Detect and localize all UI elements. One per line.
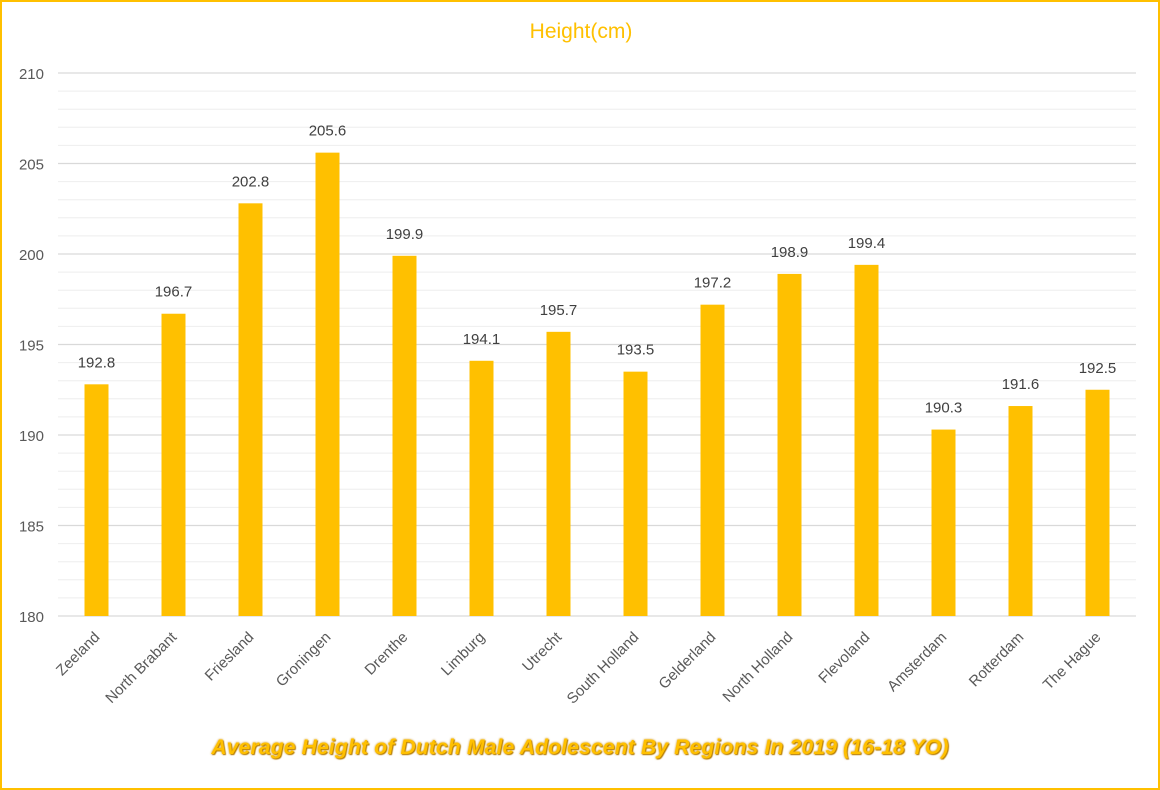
data-label: 194.1 bbox=[463, 331, 501, 348]
bar-utrecht bbox=[546, 331, 571, 616]
x-tick-label: South Holland bbox=[564, 629, 643, 708]
y-tick-label: 180 bbox=[19, 609, 44, 626]
x-tick-label: North Holland bbox=[719, 629, 796, 706]
data-label: 192.8 bbox=[78, 354, 116, 371]
y-tick-label: 190 bbox=[19, 428, 44, 445]
data-label: 191.6 bbox=[1002, 376, 1040, 393]
x-tick-label: Utrecht bbox=[519, 628, 566, 675]
gridlines bbox=[58, 72, 1136, 617]
bar-rotterdam bbox=[1008, 406, 1033, 616]
x-tick-label: Gelderland bbox=[655, 629, 719, 693]
y-tick-label: 210 bbox=[19, 66, 44, 83]
data-label: 192.5 bbox=[1079, 360, 1117, 377]
data-labels: 192.8 196.7 202.8 205.6 199.9 194.1 195.7 193.5… bbox=[78, 123, 1117, 417]
x-tick-label: Groningen bbox=[273, 629, 335, 691]
data-label: 199.9 bbox=[386, 226, 424, 243]
data-label: 197.2 bbox=[694, 275, 732, 292]
bar-flevoland bbox=[854, 264, 879, 616]
data-label: 199.4 bbox=[848, 235, 886, 252]
y-tick-label: 185 bbox=[19, 519, 44, 536]
bar-south-holland bbox=[623, 371, 648, 616]
bar-friesland bbox=[238, 203, 263, 616]
chart-footer-title: Average Height of Dutch Male Adolescent … bbox=[211, 736, 949, 759]
x-tick-label: Friesland bbox=[202, 629, 258, 685]
data-label: 193.5 bbox=[617, 342, 655, 359]
bar-north-brabant bbox=[161, 313, 186, 616]
bar-north-holland bbox=[777, 273, 802, 616]
bar-the-hague bbox=[1085, 389, 1110, 616]
x-tick-label: North Brabant bbox=[102, 628, 181, 707]
data-label: 202.8 bbox=[232, 173, 270, 190]
data-label: 196.7 bbox=[155, 284, 193, 301]
x-tick-label: The Hague bbox=[1040, 629, 1105, 694]
bar-groningen bbox=[315, 152, 340, 616]
bar-zeeland bbox=[84, 384, 109, 616]
x-tick-label: Zeeland bbox=[53, 629, 103, 679]
bar-drenthe bbox=[392, 255, 417, 616]
y-axis-ticks: 180 185 190 195 200 205 210 bbox=[19, 66, 44, 626]
bar-limburg bbox=[469, 360, 494, 616]
bars bbox=[84, 152, 1110, 616]
bar-amsterdam bbox=[931, 429, 956, 616]
y-tick-label: 205 bbox=[19, 157, 44, 174]
x-tick-label: Drenthe bbox=[362, 629, 412, 679]
bar-gelderland bbox=[700, 304, 725, 616]
data-label: 190.3 bbox=[925, 400, 963, 417]
y-tick-label: 195 bbox=[19, 338, 44, 355]
x-tick-label: Flevoland bbox=[815, 629, 873, 687]
data-label: 195.7 bbox=[540, 302, 578, 319]
chart-title: Height(cm) bbox=[530, 20, 633, 43]
x-tick-label: Rotterdam bbox=[966, 629, 1028, 691]
data-label: 198.9 bbox=[771, 244, 809, 261]
x-tick-label: Limburg bbox=[438, 629, 488, 679]
data-label: 205.6 bbox=[309, 123, 347, 140]
y-tick-label: 200 bbox=[19, 247, 44, 264]
x-tick-label: Amsterdam bbox=[884, 629, 950, 695]
